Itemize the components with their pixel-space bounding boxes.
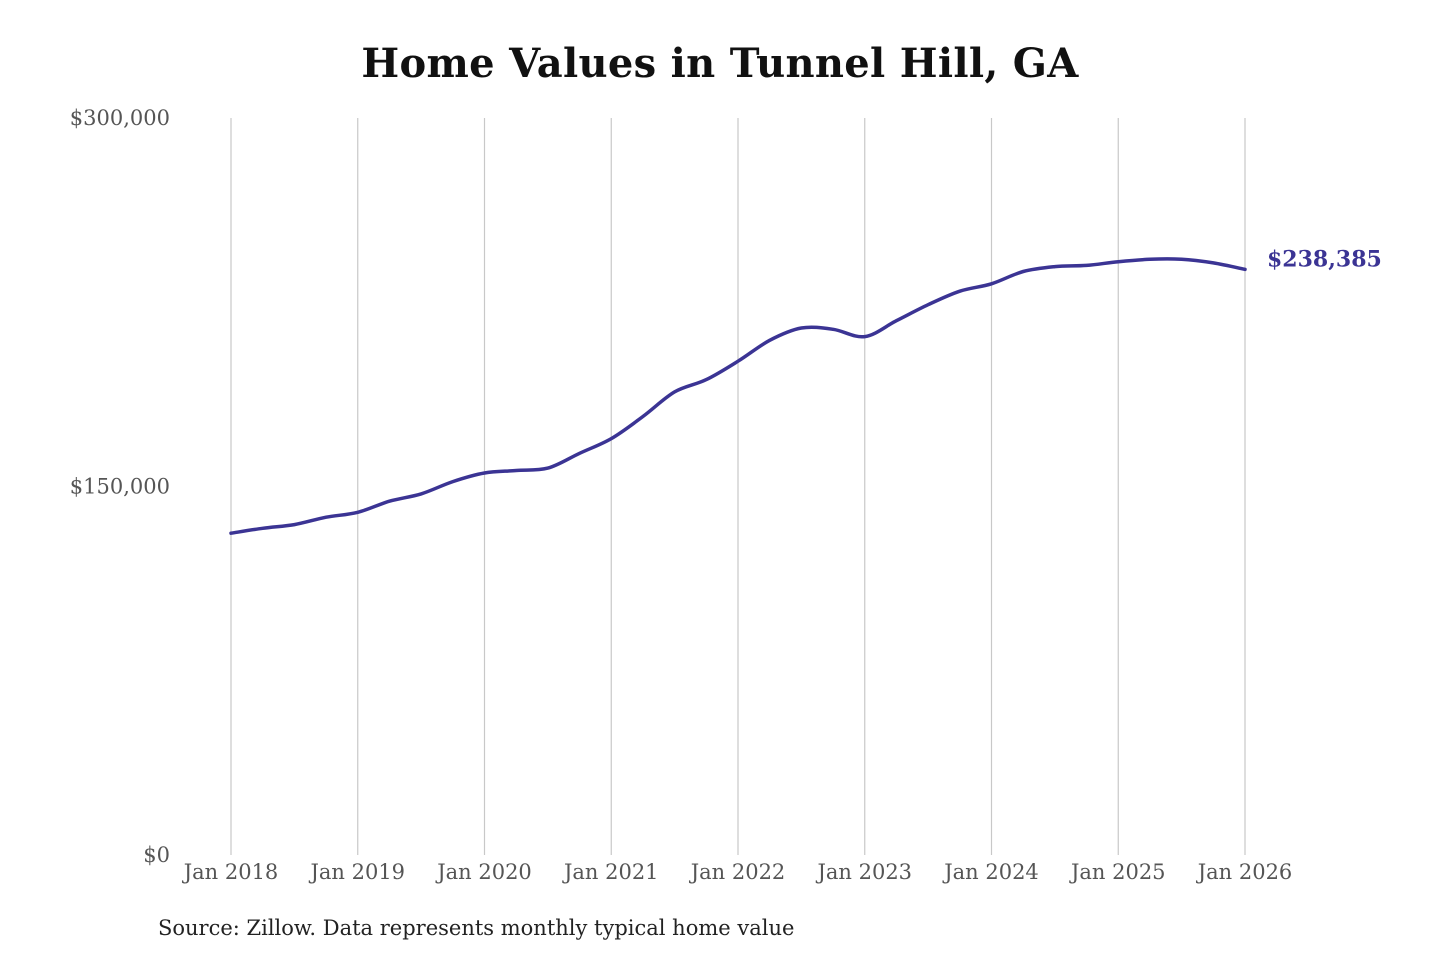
x-tick-label: Jan 2025 bbox=[1069, 860, 1166, 884]
x-tick-label: Jan 2019 bbox=[308, 860, 405, 884]
y-tick-label: $0 bbox=[143, 843, 170, 867]
gridlines bbox=[230, 118, 1246, 855]
x-tick-label: Jan 2023 bbox=[815, 860, 912, 884]
x-tick-label: Jan 2018 bbox=[182, 860, 279, 884]
x-tick-label: Jan 2024 bbox=[942, 860, 1039, 884]
x-tick-label: Jan 2026 bbox=[1196, 860, 1293, 884]
end-value-label: $238,385 bbox=[1267, 246, 1382, 272]
y-axis-ticks: $0 $150,000 $300,000 bbox=[70, 106, 170, 867]
y-tick-label: $300,000 bbox=[70, 106, 170, 130]
x-tick-label: Jan 2022 bbox=[689, 860, 786, 884]
source-note: Source: Zillow. Data represents monthly … bbox=[158, 916, 795, 940]
end-label-layer: $238,385 bbox=[1267, 246, 1382, 272]
chart-title: Home Values in Tunnel Hill, GA bbox=[361, 40, 1079, 87]
series-line-0 bbox=[229, 257, 1247, 535]
x-axis-ticks: Jan 2018 Jan 2019 Jan 2020 Jan 2021 Jan 2022… bbox=[182, 860, 1293, 884]
x-tick-label: Jan 2021 bbox=[562, 860, 659, 884]
y-tick-label: $150,000 bbox=[70, 475, 170, 499]
x-tick-label: Jan 2020 bbox=[435, 860, 532, 884]
series-layer bbox=[229, 257, 1247, 535]
